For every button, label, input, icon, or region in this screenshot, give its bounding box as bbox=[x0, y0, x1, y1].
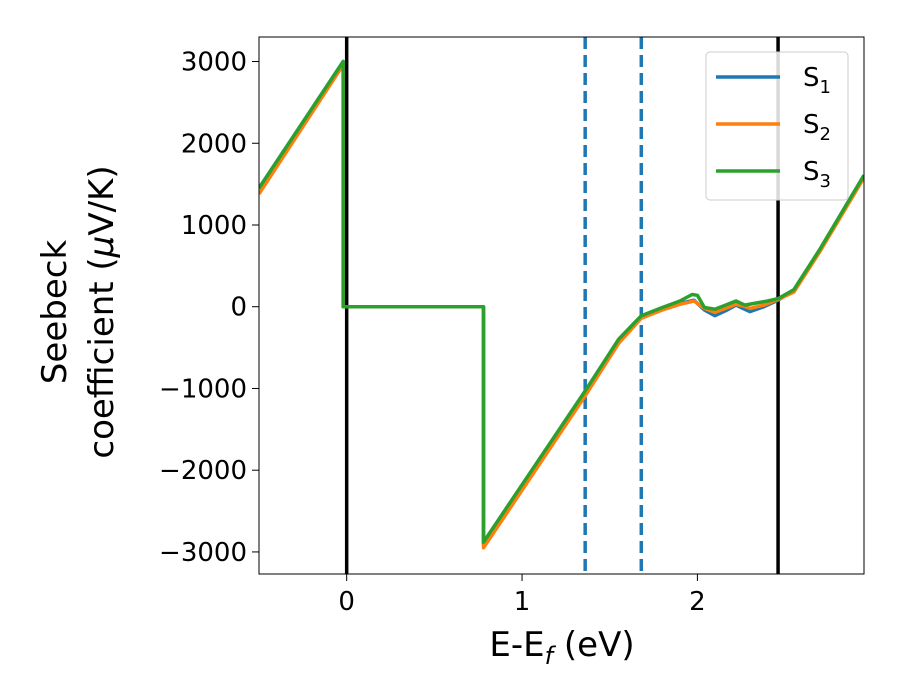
x-tick-label: 2 bbox=[689, 587, 706, 617]
y-tick-label: 2000 bbox=[181, 129, 247, 159]
y-axis-label-line1: Seebeck bbox=[35, 240, 75, 385]
y-tick-label: 3000 bbox=[181, 48, 247, 78]
series-line-s3 bbox=[259, 59, 864, 544]
legend-label-s3: S3 bbox=[803, 157, 831, 192]
legend-label-s1: S1 bbox=[803, 63, 831, 98]
y-axis-ticks: −3000 −2000 −1000 0 1000 2000 3000 bbox=[159, 48, 259, 568]
plot-frame bbox=[258, 36, 865, 575]
legend: S1 S2 S3 bbox=[705, 51, 849, 201]
y-axis-label-line2: coefficient (μV/K) bbox=[82, 165, 122, 458]
x-tick-label: 1 bbox=[514, 587, 531, 617]
series-lines bbox=[259, 59, 864, 550]
x-axis-label: E-Ef (eV) bbox=[489, 625, 634, 670]
y-tick-label: 0 bbox=[230, 293, 247, 323]
x-tick-label: 0 bbox=[338, 587, 355, 617]
y-tick-label: −3000 bbox=[159, 538, 247, 568]
y-tick-label: −1000 bbox=[159, 374, 247, 404]
y-tick-label: 1000 bbox=[181, 211, 247, 241]
y-tick-label: −2000 bbox=[159, 456, 247, 486]
legend-label-s2: S2 bbox=[803, 110, 831, 145]
legend-frame bbox=[705, 51, 849, 201]
x-axis-ticks: 0 1 2 bbox=[338, 574, 706, 617]
